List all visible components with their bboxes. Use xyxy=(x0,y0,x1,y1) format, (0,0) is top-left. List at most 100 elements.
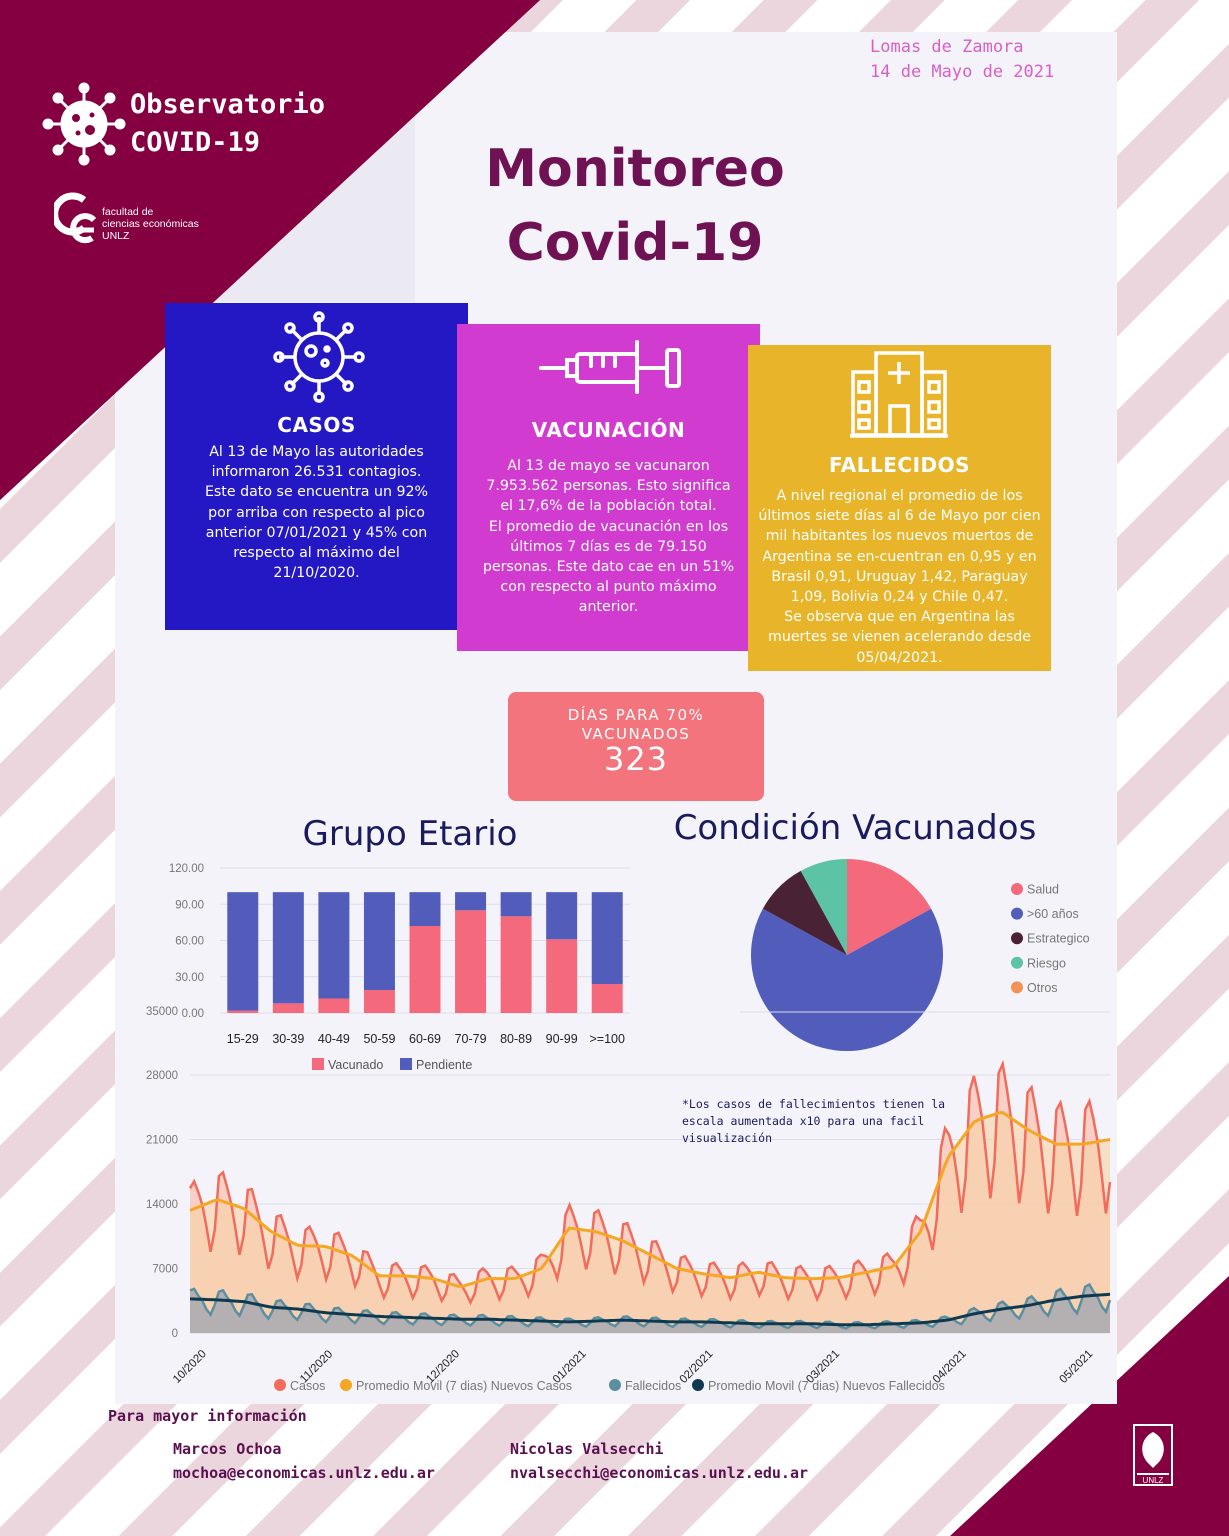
contact-name: Marcos Ochoa xyxy=(173,1440,282,1458)
legend-swatch xyxy=(1011,932,1023,945)
x-tick-label: 15-29 xyxy=(227,1032,259,1046)
bar-pendiente xyxy=(363,892,395,991)
faculty-logo-icon xyxy=(54,192,97,244)
casos-line: anterior 07/01/2021 y 45% con xyxy=(205,524,428,541)
x-tick-label: 70-79 xyxy=(455,1032,487,1046)
fallecidos-line: Se observa que en Argentina las xyxy=(784,609,1015,626)
y-tick-label: 28000 xyxy=(146,1070,178,1082)
y-tick-label: 21000 xyxy=(146,1135,178,1147)
y-tick-label: 14000 xyxy=(146,1199,178,1211)
fallecidos-area xyxy=(190,1284,1110,1333)
legend-swatch xyxy=(1011,981,1023,994)
x-tick-label: 80-89 xyxy=(500,1032,532,1046)
fallecidos-line: Argentina se en-cuentran en 0,95 y en xyxy=(762,548,1037,565)
casos-line: informaron 26.531 contagios. xyxy=(211,464,422,481)
bar-pendiente xyxy=(272,892,304,1004)
legend-label: Otros xyxy=(1027,981,1058,995)
svg-text:UNLZ: UNLZ xyxy=(1143,1476,1164,1485)
contact-email[interactable]: nvalsecchi@economicas.unlz.edu.ar xyxy=(510,1464,809,1482)
virus-icon xyxy=(273,311,365,403)
logo-line-2: COVID-19 xyxy=(130,127,261,158)
legend-swatch xyxy=(1011,883,1023,895)
x-tick-label: 60-69 xyxy=(409,1032,441,1046)
fallecidos-title: FALLECIDOS xyxy=(828,453,971,477)
hospital-icon xyxy=(850,351,948,438)
legend-label: Casos xyxy=(290,1379,325,1393)
footer-heading: Para mayor información xyxy=(108,1407,307,1425)
vacunacion-line: 7.953.562 personas. Esto significa xyxy=(486,478,731,495)
observatory-logo-text: Observatorio COVID-19 xyxy=(130,86,325,162)
syringe-icon xyxy=(539,340,681,394)
bar-pendiente xyxy=(546,892,578,940)
note-line-1: *Los casos de fallecimientos tienen la xyxy=(682,1097,946,1111)
legend-label: Estrategico xyxy=(1027,932,1090,946)
vacunacion-line: El promedio de vacunación en los xyxy=(488,518,729,535)
place: Lomas de Zamora xyxy=(870,37,1024,57)
vaccinated-condition-pie-chart: Salud >60 años Estrategico Riesgo Otros xyxy=(740,859,1110,1051)
y-tick-label: 60.00 xyxy=(175,936,204,948)
age-chart-title: Grupo Etario xyxy=(302,814,518,854)
fallecidos-body: A nivel regional el promedio de los últi… xyxy=(748,486,1051,668)
x-tick-label: 40-49 xyxy=(318,1032,350,1046)
legend-swatch xyxy=(1011,956,1023,969)
covid-logo-icon xyxy=(42,82,126,166)
bar-vacunado xyxy=(455,910,487,1013)
contact-2: Nicolas Valsecchi nvalsecchi@economicas.… xyxy=(510,1437,808,1485)
bar-pendiente xyxy=(591,892,623,984)
legend-swatch xyxy=(1011,907,1023,920)
faculty-line-1: facultad de xyxy=(102,206,154,218)
fallecidos-line: mil habitantes los nuevos muertos de xyxy=(765,528,1034,545)
casos-body: Al 13 de Mayo las autoridades informaron… xyxy=(165,442,468,583)
legend-swatch xyxy=(609,1379,621,1391)
note-line-3: visualización xyxy=(682,1131,773,1145)
bar-pendiente xyxy=(318,892,350,999)
legend-label: Promedio Movil (7 dias) Nuevos Casos xyxy=(356,1379,572,1393)
faculty-name: facultad de ciencias económicas UNLZ xyxy=(102,206,199,242)
brand-corner xyxy=(0,0,540,500)
bar-pendiente xyxy=(500,892,532,917)
legend-label: Promedio Movil (7 dias) Nuevos Fallecido… xyxy=(708,1379,945,1393)
bar-vacunado xyxy=(363,990,395,1013)
card-fallecidos: FALLECIDOS A nivel regional el promedio … xyxy=(748,345,1051,671)
x-tick-label: 90-99 xyxy=(546,1032,578,1046)
vacunacion-line: personas. Este dato cae en un 51% xyxy=(482,559,735,576)
bar-pendiente xyxy=(227,892,259,1011)
legend-swatch xyxy=(312,1058,324,1070)
legend-label: Pendiente xyxy=(416,1058,472,1072)
days-label-line-2: VACUNADOS xyxy=(581,725,691,743)
unlz-logo-icon: UNLZ xyxy=(1133,1424,1173,1486)
y-tick-label: 30.00 xyxy=(175,972,204,984)
days-value: 323 xyxy=(603,740,669,778)
vacunacion-line: Al 13 de mayo se vacunaron xyxy=(507,458,710,474)
bar-vacunado xyxy=(318,998,350,1013)
card-vacunacion: VACUNACIÓN Al 13 de mayo se vacunaron 7.… xyxy=(457,324,760,651)
bar-vacunado xyxy=(227,1010,259,1013)
contact-1: Marcos Ochoa mochoa@economicas.unlz.edu.… xyxy=(173,1437,435,1485)
x-tick-label: 50-59 xyxy=(363,1032,395,1046)
contact-email[interactable]: mochoa@economicas.unlz.edu.ar xyxy=(173,1464,435,1482)
legend-label: Riesgo xyxy=(1027,956,1066,970)
bar-vacunado xyxy=(591,984,623,1013)
faculty-line-2: ciencias económicas xyxy=(102,218,199,230)
legend-label: Fallecidos xyxy=(625,1379,681,1393)
y-tick-label: 120.00 xyxy=(169,863,204,875)
age-group-bar-chart: 0.00 30.00 60.00 90.00 120.00 35000 15-29 30-39… xyxy=(146,863,630,1072)
date: 14 de Mayo de 2021 xyxy=(870,62,1055,82)
condition-chart-title: Condición Vacunados xyxy=(673,808,1037,848)
bar-vacunado xyxy=(546,939,578,1013)
vacunacion-line: el 17,6% de la población total. xyxy=(500,498,717,515)
legend-swatch xyxy=(274,1379,286,1391)
fallecidos-line: últimos siete días al 6 de Mayo por cien xyxy=(758,508,1041,525)
casos-line: Al 13 de Mayo las autoridades xyxy=(209,444,424,460)
pie-slice xyxy=(800,859,847,955)
legend-label: Vacunado xyxy=(328,1058,383,1072)
card-casos: CASOS Al 13 de Mayo las autoridades info… xyxy=(165,303,468,630)
bar-vacunado xyxy=(500,916,532,1013)
y-tick-label: 7000 xyxy=(152,1264,178,1276)
promedio-fallecidos-line xyxy=(189,1292,1111,1327)
fallecidos-line: A nivel regional el promedio de los xyxy=(776,488,1023,504)
x-tick-label: 30-39 xyxy=(272,1032,304,1046)
legend-swatch xyxy=(692,1379,704,1391)
days-label: DÍAS PARA 70% VACUNADOS xyxy=(508,706,764,744)
faculty-line-3: UNLZ xyxy=(102,230,130,242)
